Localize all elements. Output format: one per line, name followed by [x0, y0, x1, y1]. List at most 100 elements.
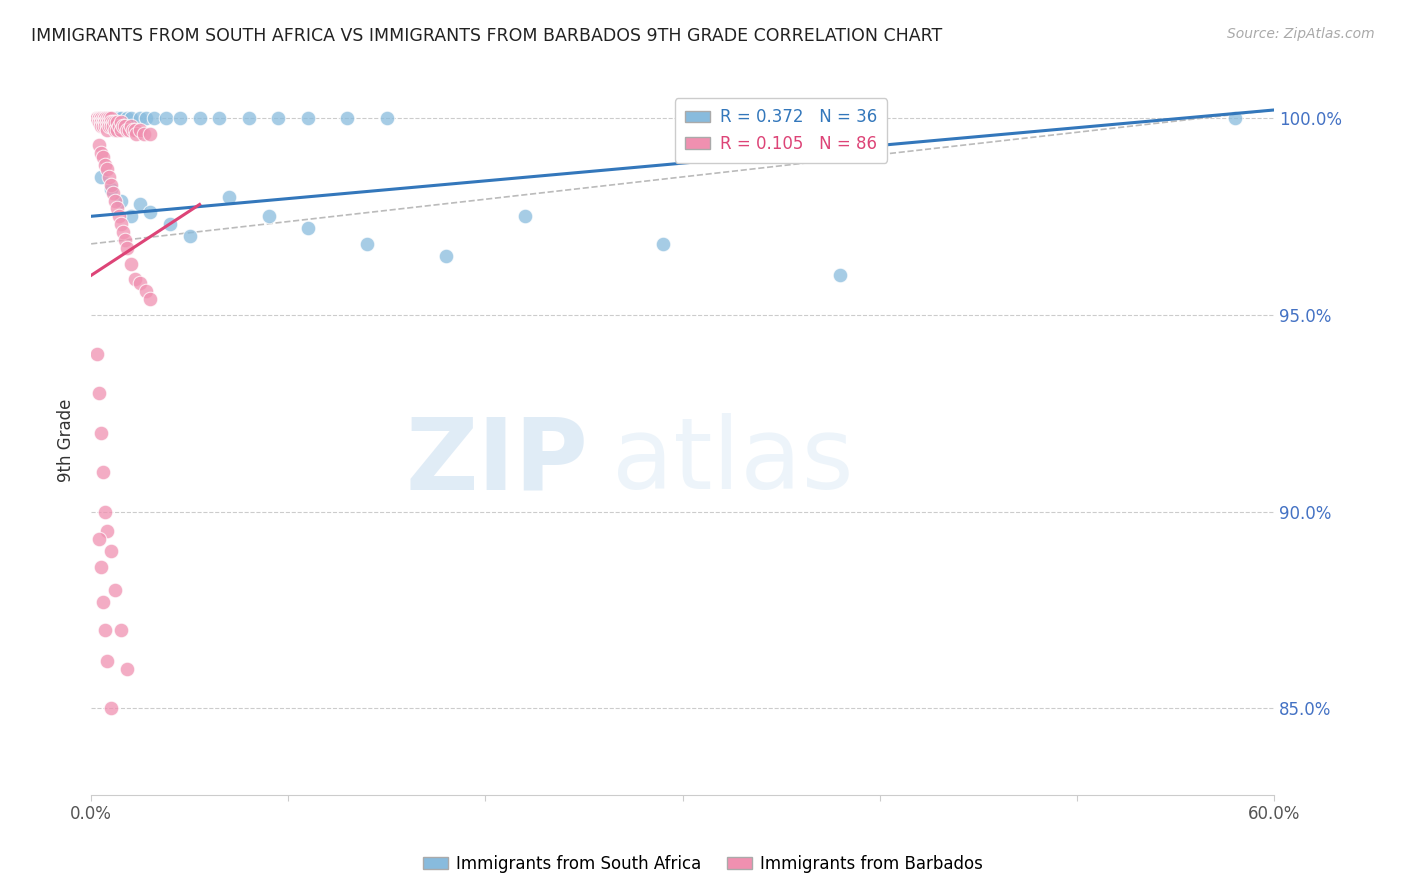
- Point: [129, 277, 152, 291]
- Point: [87, 111, 110, 125]
- Point: [97, 169, 120, 184]
- Point: [86, 347, 108, 361]
- Point: [96, 162, 118, 177]
- Point: [134, 127, 156, 141]
- Point: [129, 122, 152, 136]
- Legend: R = 0.372   N = 36, R = 0.105   N = 86: R = 0.372 N = 36, R = 0.105 N = 86: [675, 98, 887, 162]
- Point: [110, 115, 132, 129]
- Point: [96, 119, 118, 133]
- Point: [90, 111, 112, 125]
- Point: [120, 111, 142, 125]
- Point: [1223, 111, 1246, 125]
- Point: [120, 209, 142, 223]
- Point: [110, 122, 132, 136]
- Point: [90, 111, 112, 125]
- Point: [120, 256, 142, 270]
- Point: [297, 111, 319, 125]
- Point: [104, 115, 127, 129]
- Point: [129, 197, 152, 211]
- Point: [115, 111, 138, 125]
- Point: [87, 111, 110, 125]
- Point: [91, 595, 114, 609]
- Point: [375, 111, 398, 125]
- Point: [139, 205, 162, 219]
- Point: [100, 115, 122, 129]
- Point: [125, 127, 148, 141]
- Point: [124, 272, 146, 286]
- Point: [159, 217, 181, 231]
- Point: [90, 115, 112, 129]
- Point: [111, 119, 134, 133]
- Point: [114, 119, 136, 133]
- Point: [115, 662, 138, 676]
- Point: [94, 505, 117, 519]
- Point: [91, 150, 114, 164]
- Point: [115, 241, 138, 255]
- Point: [96, 111, 118, 125]
- Point: [120, 119, 142, 133]
- Point: [110, 623, 132, 637]
- Point: [96, 524, 118, 539]
- Point: [104, 583, 127, 598]
- Point: [143, 111, 166, 125]
- Point: [97, 119, 120, 133]
- Point: [208, 111, 231, 125]
- Point: [104, 122, 127, 136]
- Point: [86, 111, 108, 125]
- Point: [94, 119, 117, 133]
- Point: [94, 623, 117, 637]
- Point: [105, 111, 128, 125]
- Point: [101, 186, 124, 200]
- Point: [830, 268, 852, 283]
- Point: [87, 115, 110, 129]
- Point: [238, 111, 260, 125]
- Point: [257, 209, 280, 223]
- Legend: Immigrants from South Africa, Immigrants from Barbados: Immigrants from South Africa, Immigrants…: [416, 848, 990, 880]
- Text: Source: ZipAtlas.com: Source: ZipAtlas.com: [1227, 27, 1375, 41]
- Point: [336, 111, 359, 125]
- Point: [135, 284, 157, 298]
- Point: [86, 111, 108, 125]
- Point: [91, 119, 114, 133]
- Point: [107, 209, 129, 223]
- Point: [97, 111, 120, 125]
- Point: [90, 111, 112, 125]
- Point: [107, 119, 129, 133]
- Point: [651, 236, 673, 251]
- Point: [100, 119, 122, 133]
- Point: [105, 115, 128, 129]
- Point: [117, 122, 139, 136]
- Point: [218, 189, 240, 203]
- Point: [100, 182, 122, 196]
- Point: [110, 194, 132, 208]
- Point: [267, 111, 290, 125]
- Point: [87, 111, 110, 125]
- Point: [111, 225, 134, 239]
- Point: [115, 122, 138, 136]
- Y-axis label: 9th Grade: 9th Grade: [58, 399, 75, 483]
- Point: [105, 122, 128, 136]
- Point: [87, 138, 110, 153]
- Point: [135, 111, 157, 125]
- Point: [94, 158, 117, 172]
- Point: [139, 127, 162, 141]
- Point: [297, 221, 319, 235]
- Point: [104, 194, 127, 208]
- Point: [91, 115, 114, 129]
- Point: [101, 119, 124, 133]
- Point: [91, 465, 114, 479]
- Point: [86, 111, 108, 125]
- Point: [129, 111, 152, 125]
- Point: [96, 111, 118, 125]
- Point: [94, 111, 117, 125]
- Point: [513, 209, 536, 223]
- Point: [110, 217, 132, 231]
- Point: [110, 111, 132, 125]
- Point: [96, 122, 118, 136]
- Point: [87, 386, 110, 401]
- Point: [97, 115, 120, 129]
- Point: [90, 146, 112, 161]
- Point: [155, 111, 177, 125]
- Text: ZIP: ZIP: [405, 414, 588, 510]
- Point: [356, 236, 378, 251]
